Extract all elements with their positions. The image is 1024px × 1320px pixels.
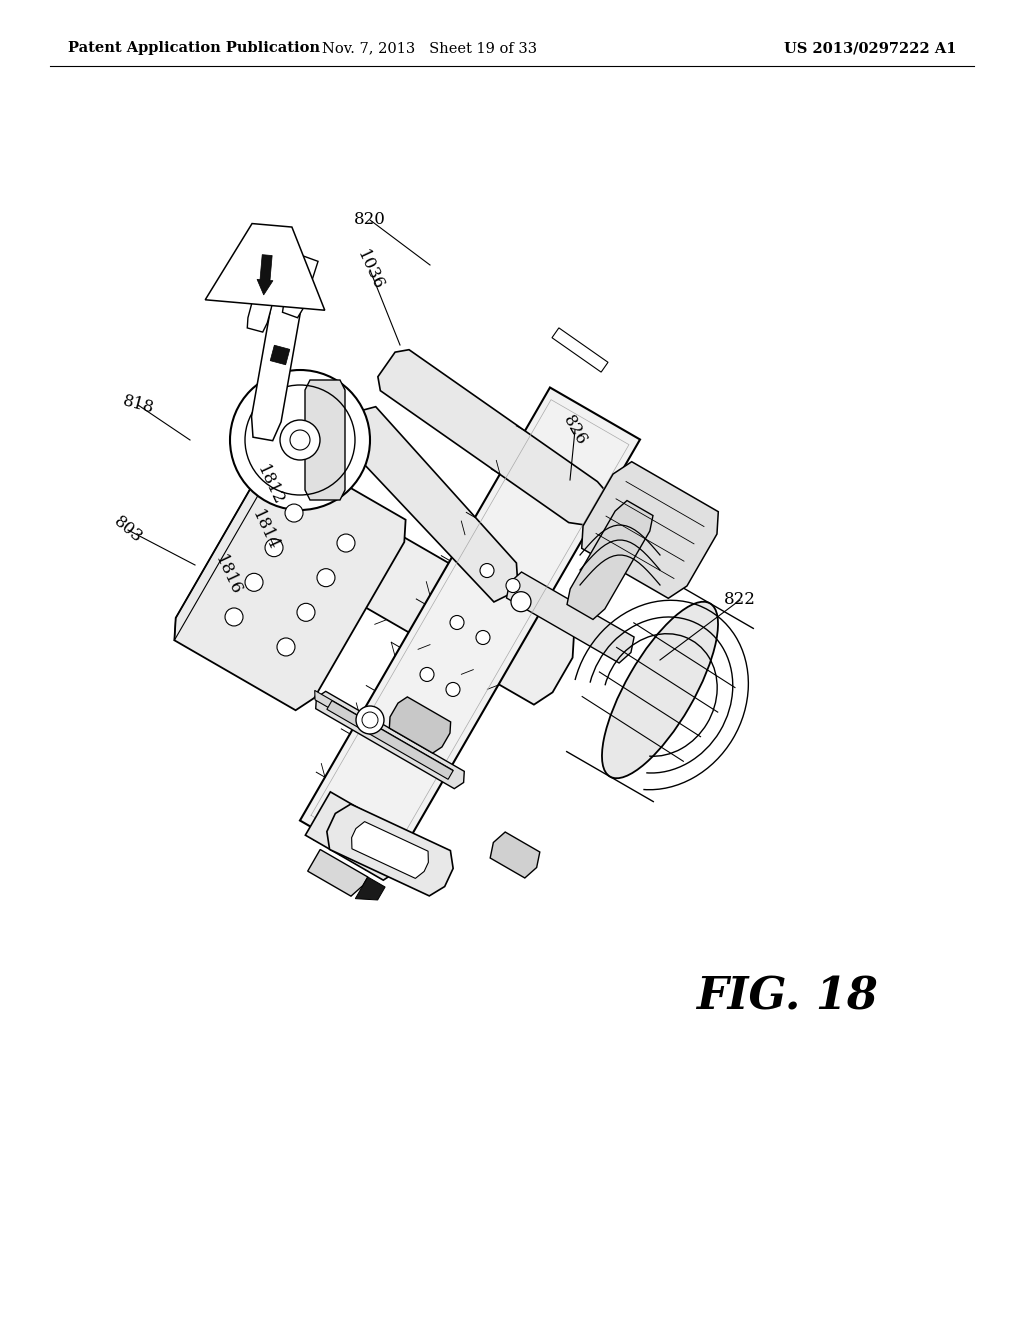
Ellipse shape	[602, 602, 718, 779]
Circle shape	[276, 638, 295, 656]
Circle shape	[506, 578, 520, 593]
Text: FIG. 18: FIG. 18	[696, 975, 879, 1018]
Circle shape	[280, 420, 319, 459]
Polygon shape	[247, 252, 283, 333]
Polygon shape	[300, 388, 640, 873]
Circle shape	[416, 734, 430, 748]
Polygon shape	[389, 697, 451, 754]
Polygon shape	[257, 255, 273, 294]
Text: 803: 803	[111, 513, 145, 546]
Circle shape	[446, 682, 460, 697]
Circle shape	[420, 668, 434, 681]
Text: 826: 826	[560, 412, 590, 447]
Polygon shape	[274, 486, 573, 705]
Polygon shape	[345, 407, 517, 602]
Circle shape	[476, 631, 490, 644]
Polygon shape	[567, 500, 653, 619]
Polygon shape	[507, 572, 634, 663]
Circle shape	[362, 711, 378, 729]
Polygon shape	[582, 462, 718, 598]
Polygon shape	[351, 821, 428, 878]
Polygon shape	[490, 832, 540, 878]
Polygon shape	[307, 850, 368, 896]
Text: Patent Application Publication: Patent Application Publication	[68, 41, 319, 55]
Circle shape	[245, 573, 263, 591]
Text: 1816: 1816	[211, 552, 245, 598]
Text: 1036: 1036	[353, 247, 387, 293]
Text: 1814: 1814	[248, 507, 282, 553]
Polygon shape	[355, 876, 385, 900]
Polygon shape	[327, 804, 454, 896]
Polygon shape	[315, 692, 464, 788]
Circle shape	[450, 615, 464, 630]
Text: 820: 820	[354, 211, 386, 228]
Text: 1812: 1812	[253, 462, 287, 508]
Polygon shape	[305, 792, 412, 880]
Circle shape	[480, 564, 494, 578]
Polygon shape	[270, 346, 290, 364]
Polygon shape	[378, 350, 617, 527]
Circle shape	[337, 535, 355, 552]
Circle shape	[511, 591, 531, 611]
Circle shape	[265, 539, 283, 557]
Polygon shape	[283, 256, 318, 318]
Circle shape	[225, 609, 243, 626]
Circle shape	[290, 430, 310, 450]
Text: US 2013/0297222 A1: US 2013/0297222 A1	[783, 41, 956, 55]
Polygon shape	[252, 280, 304, 441]
Polygon shape	[552, 327, 608, 372]
Polygon shape	[205, 223, 325, 310]
Polygon shape	[327, 701, 454, 779]
Text: 818: 818	[121, 392, 156, 417]
Circle shape	[390, 719, 404, 734]
Circle shape	[297, 603, 315, 622]
Text: 822: 822	[724, 591, 756, 609]
Polygon shape	[305, 380, 345, 500]
Polygon shape	[174, 450, 406, 710]
Text: Nov. 7, 2013   Sheet 19 of 33: Nov. 7, 2013 Sheet 19 of 33	[323, 41, 538, 55]
Circle shape	[317, 569, 335, 586]
Circle shape	[356, 706, 384, 734]
Circle shape	[230, 370, 370, 510]
Polygon shape	[314, 690, 454, 775]
Circle shape	[285, 504, 303, 521]
